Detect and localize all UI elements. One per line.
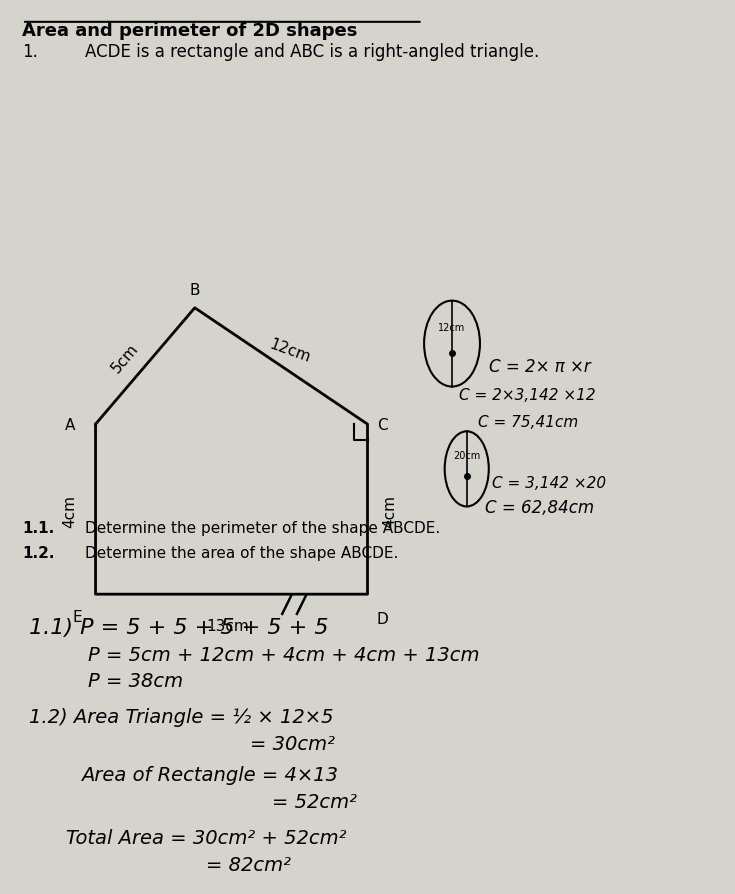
Text: C = 3,142 ×20: C = 3,142 ×20 bbox=[492, 476, 606, 490]
Text: 5cm: 5cm bbox=[109, 340, 141, 375]
Text: P = 5cm + 12cm + 4cm + 4cm + 13cm: P = 5cm + 12cm + 4cm + 4cm + 13cm bbox=[88, 645, 480, 664]
Text: 1.2) Area Triangle = ½ × 12×5: 1.2) Area Triangle = ½ × 12×5 bbox=[29, 707, 334, 727]
Text: C = 62,84cm: C = 62,84cm bbox=[485, 499, 594, 517]
Text: Area of Rectangle = 4×13: Area of Rectangle = 4×13 bbox=[81, 765, 338, 785]
Text: 12cm: 12cm bbox=[268, 336, 313, 365]
Text: ACDE is a rectangle and ABC is a right-angled triangle.: ACDE is a rectangle and ABC is a right-a… bbox=[85, 43, 539, 61]
Text: C = 2×3,142 ×12: C = 2×3,142 ×12 bbox=[459, 388, 596, 402]
Text: 13cm: 13cm bbox=[207, 619, 249, 633]
Text: B: B bbox=[190, 283, 200, 298]
Text: = 82cm²: = 82cm² bbox=[206, 855, 291, 874]
Text: E: E bbox=[72, 610, 82, 624]
Text: 1.: 1. bbox=[22, 43, 38, 61]
Text: 1.1.: 1.1. bbox=[22, 520, 54, 536]
Text: Area and perimeter of 2D shapes: Area and perimeter of 2D shapes bbox=[22, 22, 357, 40]
Text: P = 38cm: P = 38cm bbox=[88, 671, 183, 691]
Text: 1.2.: 1.2. bbox=[22, 545, 54, 561]
Text: 12cm: 12cm bbox=[438, 323, 466, 333]
Text: 4cm: 4cm bbox=[382, 495, 397, 527]
Text: Total Area = 30cm² + 52cm²: Total Area = 30cm² + 52cm² bbox=[66, 828, 347, 848]
Text: Determine the area of the shape ABCDE.: Determine the area of the shape ABCDE. bbox=[85, 545, 398, 561]
Text: C = 2× π ×r: C = 2× π ×r bbox=[489, 358, 590, 375]
Text: 4cm: 4cm bbox=[62, 495, 77, 527]
Text: = 52cm²: = 52cm² bbox=[272, 792, 357, 812]
Text: D: D bbox=[376, 611, 388, 626]
Text: Determine the perimeter of the shape ABCDE.: Determine the perimeter of the shape ABC… bbox=[85, 520, 440, 536]
Text: A: A bbox=[65, 417, 75, 432]
Text: = 30cm²: = 30cm² bbox=[250, 734, 335, 754]
Text: C: C bbox=[377, 417, 387, 432]
Text: 20cm: 20cm bbox=[453, 451, 481, 461]
Text: C = 75,41cm: C = 75,41cm bbox=[478, 415, 578, 429]
Text: 1.1) P = 5 + 5 + 5 + 5 + 5: 1.1) P = 5 + 5 + 5 + 5 + 5 bbox=[29, 618, 329, 637]
